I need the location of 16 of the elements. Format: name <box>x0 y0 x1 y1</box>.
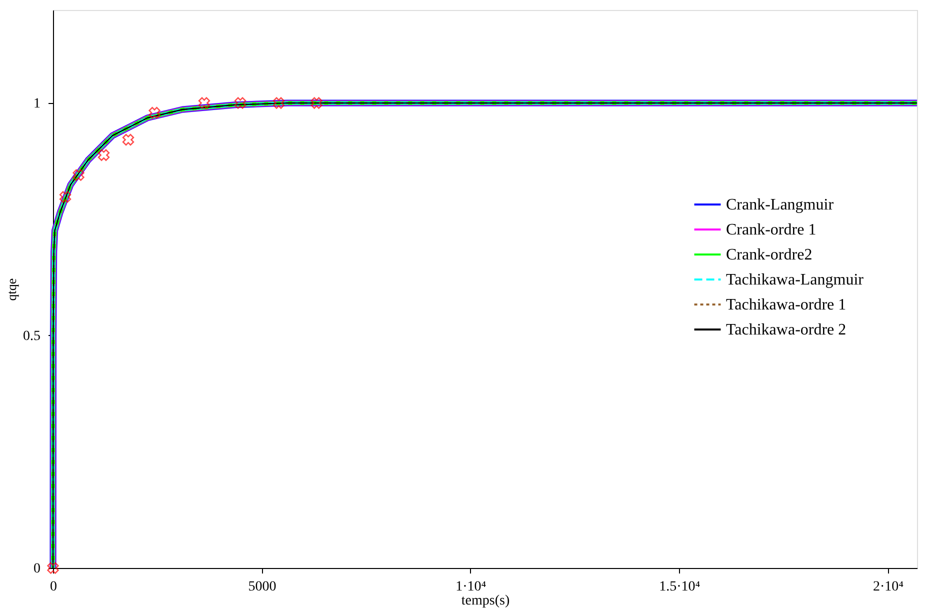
legend-label: Crank-ordre2 <box>726 246 812 264</box>
x-tick-label: 5000 <box>248 580 276 594</box>
x-tick-label: 0 <box>50 580 57 594</box>
legend-label: Tachikawa-ordre 1 <box>726 296 846 314</box>
x-axis-title: temps(s) <box>461 594 510 608</box>
legend-label: Crank-ordre 1 <box>726 222 816 238</box>
x-tick-label: 1.5·10⁴ <box>659 580 700 594</box>
legend-label: Tachikawa-ordre 2 <box>726 322 846 338</box>
y-tick-label: 1 <box>34 96 40 112</box>
legend-label: Tachikawa-Langmuir <box>726 272 864 288</box>
x-tick-label: 1·10⁴ <box>456 580 486 594</box>
y-tick-label: 0.5 <box>23 329 40 344</box>
y-axis-title: qtqe <box>4 278 19 301</box>
legend-label: Crank-Langmuir <box>726 196 834 214</box>
x-tick-label: 2·10⁴ <box>873 580 904 594</box>
y-tick-label: 0 <box>34 562 40 576</box>
